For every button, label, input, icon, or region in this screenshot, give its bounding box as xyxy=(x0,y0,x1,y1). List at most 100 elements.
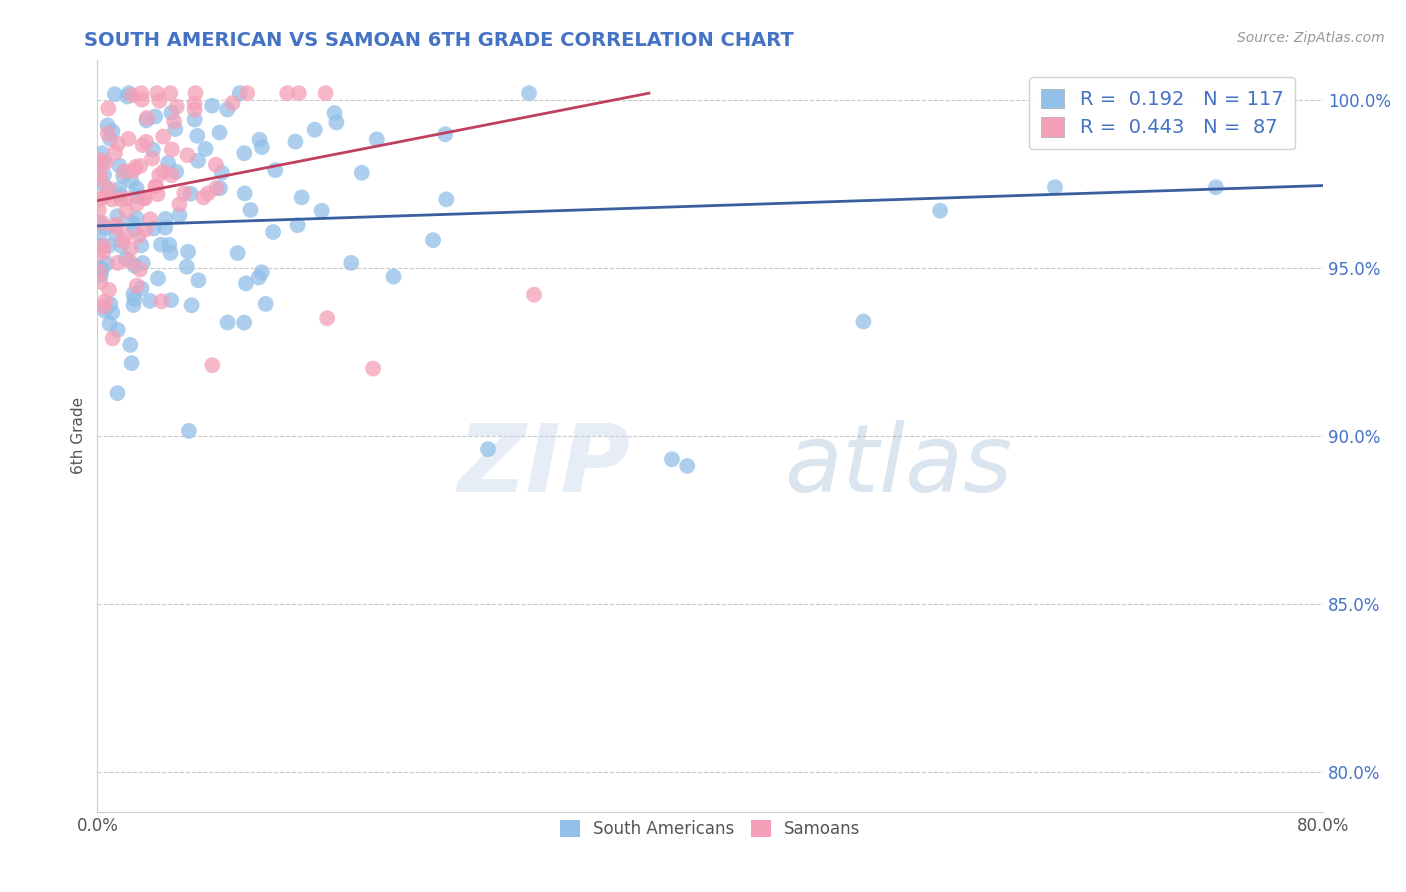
Point xyxy=(201,99,224,113)
Point xyxy=(194,142,217,156)
Point xyxy=(110,193,132,207)
Point xyxy=(159,246,181,260)
Point xyxy=(114,228,136,243)
Point xyxy=(89,153,111,167)
Point xyxy=(311,203,333,218)
Point xyxy=(187,153,209,168)
Point xyxy=(291,190,314,204)
Point xyxy=(101,331,124,345)
Point xyxy=(87,216,110,230)
Point xyxy=(262,225,284,239)
Point xyxy=(1043,180,1066,194)
Point xyxy=(94,155,117,169)
Point xyxy=(89,226,111,240)
Point xyxy=(125,278,148,293)
Point xyxy=(183,103,205,117)
Point xyxy=(105,209,128,223)
Point xyxy=(98,132,121,146)
Point xyxy=(176,148,198,162)
Point xyxy=(96,256,118,270)
Y-axis label: 6th Grade: 6th Grade xyxy=(72,397,86,475)
Point xyxy=(121,88,143,103)
Point xyxy=(382,269,405,284)
Point xyxy=(132,191,155,205)
Point xyxy=(236,86,259,100)
Point xyxy=(131,281,153,295)
Point xyxy=(135,135,157,149)
Point xyxy=(276,86,298,100)
Point xyxy=(117,132,139,146)
Point xyxy=(239,202,262,217)
Point xyxy=(132,256,155,270)
Point xyxy=(229,86,252,100)
Point xyxy=(160,293,183,307)
Point xyxy=(187,273,209,287)
Point xyxy=(142,221,165,235)
Point xyxy=(929,203,952,218)
Point xyxy=(94,294,117,309)
Point xyxy=(124,222,146,236)
Point xyxy=(315,86,337,100)
Point xyxy=(422,233,444,247)
Point xyxy=(111,234,134,248)
Point xyxy=(146,86,169,100)
Point xyxy=(323,106,346,120)
Point xyxy=(93,154,115,169)
Point xyxy=(104,227,127,241)
Point xyxy=(93,300,115,314)
Point xyxy=(118,86,141,100)
Point xyxy=(143,179,166,194)
Point xyxy=(159,86,181,100)
Point xyxy=(205,158,228,172)
Point xyxy=(90,172,112,186)
Point xyxy=(211,166,233,180)
Point xyxy=(112,169,135,183)
Point xyxy=(523,287,546,301)
Point xyxy=(217,316,239,330)
Point xyxy=(91,146,114,161)
Point xyxy=(101,193,124,207)
Point xyxy=(676,458,699,473)
Point xyxy=(90,268,112,282)
Point xyxy=(115,252,138,266)
Point xyxy=(89,243,111,257)
Point xyxy=(316,311,339,326)
Point xyxy=(247,270,270,285)
Point xyxy=(366,132,388,146)
Point xyxy=(131,138,153,153)
Point xyxy=(104,219,127,234)
Point xyxy=(98,297,121,311)
Point xyxy=(180,298,202,312)
Point xyxy=(97,127,120,141)
Point xyxy=(284,135,307,149)
Point xyxy=(169,208,191,222)
Point xyxy=(160,105,183,120)
Point xyxy=(94,189,117,203)
Point xyxy=(125,181,148,195)
Point xyxy=(361,361,384,376)
Point xyxy=(208,181,231,195)
Point xyxy=(477,442,499,457)
Point xyxy=(87,203,110,218)
Point xyxy=(153,220,176,235)
Point xyxy=(97,238,120,252)
Point xyxy=(91,262,114,277)
Point xyxy=(104,145,127,160)
Point xyxy=(118,254,141,268)
Text: ZIP: ZIP xyxy=(458,420,630,512)
Point xyxy=(157,237,180,252)
Point xyxy=(128,228,150,243)
Point xyxy=(152,129,174,144)
Point xyxy=(120,174,142,188)
Point xyxy=(91,216,114,230)
Point xyxy=(340,256,363,270)
Point xyxy=(233,316,256,330)
Point xyxy=(1205,180,1227,194)
Point xyxy=(139,293,162,308)
Point xyxy=(125,160,148,174)
Point xyxy=(129,159,152,173)
Point xyxy=(107,386,129,401)
Point xyxy=(89,260,111,275)
Point xyxy=(135,113,157,128)
Point xyxy=(197,186,219,201)
